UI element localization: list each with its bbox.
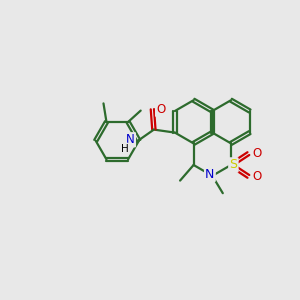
Text: N: N xyxy=(205,168,214,181)
Text: H: H xyxy=(121,144,128,154)
Text: O: O xyxy=(252,170,261,183)
Text: O: O xyxy=(252,147,261,160)
Text: O: O xyxy=(156,103,165,116)
Text: N: N xyxy=(126,133,135,146)
Text: S: S xyxy=(230,158,237,172)
